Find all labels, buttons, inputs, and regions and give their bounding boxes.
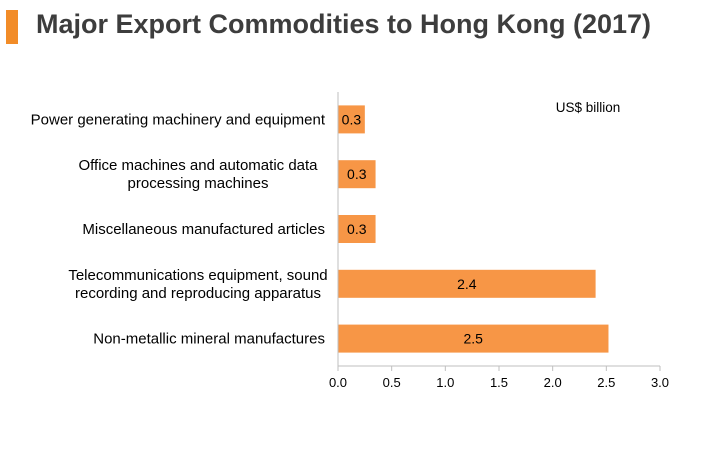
bar-2 bbox=[338, 215, 376, 243]
x-tick-label-2: 1.0 bbox=[436, 375, 454, 390]
category-label-line: Miscellaneous manufactured articles bbox=[82, 221, 325, 238]
x-tick-label-6: 3.0 bbox=[651, 375, 669, 390]
x-tick-label-5: 2.5 bbox=[597, 375, 615, 390]
bar-1 bbox=[338, 160, 376, 189]
bar-4 bbox=[338, 324, 609, 353]
data-label-3: 2.4 bbox=[457, 276, 477, 292]
x-tick-label-4: 2.0 bbox=[544, 375, 562, 390]
category-label-line: processing machines bbox=[128, 175, 269, 192]
x-tick-label-0: 0.0 bbox=[329, 375, 347, 390]
data-label-2: 0.3 bbox=[347, 221, 367, 237]
data-label-1: 0.3 bbox=[347, 166, 367, 182]
category-label-1: Office machines and automatic data proces… bbox=[78, 157, 318, 192]
unit-label: US$ billion bbox=[556, 100, 621, 115]
title-accent-bar bbox=[6, 10, 18, 44]
bar-0 bbox=[338, 105, 365, 134]
chart-title: Major Export Commodities to Hong Kong (2… bbox=[36, 9, 652, 39]
x-tick-label-3: 1.5 bbox=[490, 375, 508, 390]
x-tick-label-1: 0.5 bbox=[383, 375, 401, 390]
bar-3 bbox=[338, 269, 596, 298]
category-label-line: recording and reproducing apparatus bbox=[75, 285, 321, 302]
category-label-line: Power generating machinery and equipment bbox=[31, 111, 326, 128]
category-label-4: Non-metallic mineral manufactures bbox=[93, 331, 325, 348]
category-label-line: Office machines and automatic data bbox=[78, 157, 318, 174]
category-label-2: Miscellaneous manufactured articles bbox=[82, 221, 325, 238]
category-label-line: Non-metallic mineral manufactures bbox=[93, 331, 325, 348]
category-label-line: Telecommunications equipment, sound bbox=[68, 267, 327, 284]
data-label-0: 0.3 bbox=[342, 111, 362, 127]
data-label-4: 2.5 bbox=[464, 331, 484, 347]
category-label-0: Power generating machinery and equipment bbox=[31, 111, 326, 128]
category-label-3: Telecommunications equipment, sound recor… bbox=[68, 267, 327, 302]
